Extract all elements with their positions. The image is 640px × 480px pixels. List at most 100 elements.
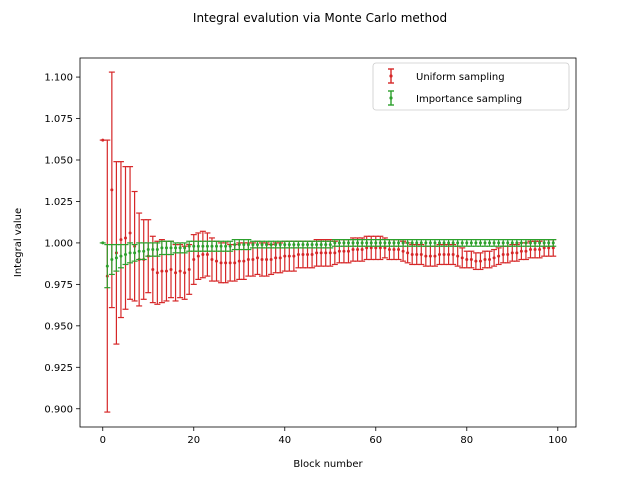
point-marker: [210, 257, 214, 261]
point-marker: [237, 259, 241, 263]
point-marker: [360, 248, 364, 252]
point-marker: [137, 249, 141, 253]
point-marker: [346, 249, 350, 253]
data-point: [168, 240, 175, 256]
point-marker: [187, 267, 191, 271]
point-marker: [524, 241, 528, 245]
point-marker: [424, 254, 428, 258]
point-marker: [424, 241, 428, 245]
chart-title: Integral evalution via Monte Carlo metho…: [193, 11, 447, 25]
point-marker: [228, 244, 232, 248]
point-marker: [478, 241, 482, 245]
x-tick-label: 40: [278, 435, 291, 446]
data-point: [491, 248, 498, 267]
point-marker: [287, 254, 291, 258]
point-marker: [433, 254, 437, 258]
point-marker: [196, 254, 200, 258]
point-marker: [428, 254, 432, 258]
legend-box: [372, 62, 570, 111]
legend-marker-importance: [388, 90, 394, 106]
point-marker: [246, 243, 250, 247]
point-marker: [460, 241, 464, 245]
point-marker: [328, 243, 332, 247]
y-tick-label: 0.950: [44, 321, 73, 332]
y-tick-label: 1.050: [44, 155, 73, 166]
point-marker: [233, 261, 237, 265]
data-point: [117, 243, 124, 269]
point-marker: [383, 246, 387, 250]
x-axis-label: Block number: [293, 459, 363, 470]
point-marker: [124, 253, 128, 257]
point-marker: [533, 241, 537, 245]
legend-label-uniform: Uniform sampling: [416, 72, 505, 83]
point-marker: [506, 253, 510, 257]
point-marker: [397, 248, 401, 252]
point-marker: [178, 246, 182, 250]
point-marker: [174, 246, 178, 250]
point-marker: [183, 271, 187, 275]
point-marker: [205, 244, 209, 248]
point-marker: [146, 248, 150, 252]
point-marker: [169, 267, 173, 271]
legend-label-importance: Importance sampling: [416, 94, 522, 105]
point-marker: [346, 241, 350, 245]
data-point: [154, 242, 161, 257]
point-marker: [155, 248, 159, 252]
point-marker: [351, 248, 355, 252]
point-marker: [497, 241, 501, 245]
point-marker: [169, 246, 173, 250]
data-point: [117, 161, 124, 319]
point-marker: [483, 241, 487, 245]
point-marker: [233, 243, 237, 247]
point-marker: [474, 259, 478, 263]
data-point: [113, 243, 120, 272]
data-point: [245, 238, 252, 251]
point-marker: [451, 253, 455, 257]
point-marker: [328, 251, 332, 255]
point-marker: [387, 241, 391, 245]
point-marker: [110, 257, 114, 261]
point-marker: [287, 243, 291, 247]
point-marker: [160, 269, 164, 273]
point-marker: [483, 257, 487, 261]
point-marker: [265, 257, 269, 261]
point-marker: [442, 241, 446, 245]
x-tick-label: 80: [460, 435, 473, 446]
data-point: [486, 250, 493, 269]
point-marker: [342, 241, 346, 245]
point-marker: [528, 241, 532, 245]
point-marker: [410, 253, 414, 257]
data-point: [550, 238, 557, 247]
point-marker: [392, 241, 396, 245]
point-marker: [551, 246, 555, 250]
point-marker: [406, 241, 410, 245]
point-marker: [215, 259, 219, 263]
point-marker: [301, 243, 305, 247]
point-marker: [201, 253, 205, 257]
point-marker: [506, 241, 510, 245]
point-marker: [528, 248, 532, 252]
point-marker: [105, 264, 109, 268]
point-marker: [337, 249, 341, 253]
point-marker: [260, 243, 264, 247]
data-point: [468, 250, 475, 269]
point-marker: [274, 243, 278, 247]
point-marker: [519, 241, 523, 245]
data-point: [199, 230, 206, 279]
point-marker: [356, 241, 360, 245]
legend-point: [389, 96, 393, 100]
point-marker: [442, 253, 446, 257]
point-marker: [178, 269, 182, 273]
point-marker: [183, 246, 187, 250]
point-marker: [474, 241, 478, 245]
point-marker: [119, 254, 123, 258]
point-marker: [128, 231, 132, 235]
point-marker: [296, 253, 300, 257]
point-marker: [392, 248, 396, 252]
point-marker: [215, 244, 219, 248]
y-tick-label: 1.025: [44, 197, 73, 208]
axis-ticks: 0 20 40 60 80 100 0.900 0.925 0.950 0.975 1.000 1.0…: [44, 73, 567, 446]
point-marker: [469, 257, 473, 261]
point-marker: [265, 243, 269, 247]
point-marker: [469, 241, 473, 245]
